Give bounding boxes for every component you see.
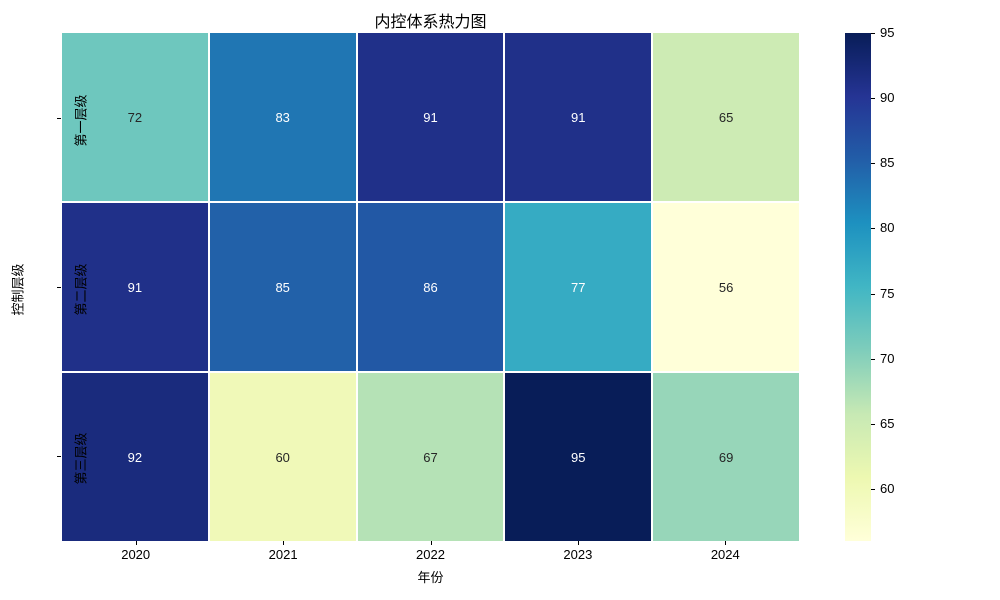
colorbar-tick-mark bbox=[871, 358, 875, 360]
cell-value: 60 bbox=[275, 449, 290, 465]
cell-value: 77 bbox=[571, 279, 586, 295]
colorbar-tick-label: 70 bbox=[880, 350, 895, 366]
cell-value: 92 bbox=[127, 449, 143, 465]
colorbar-tick-mark bbox=[871, 98, 875, 100]
heatmap-cell-第一层级-2020: 72 bbox=[62, 33, 208, 201]
heatmap-cell-第二层级-2020: 91 bbox=[62, 203, 208, 371]
heatmap-cell-第二层级-2024: 56 bbox=[653, 203, 799, 371]
heatmap-cell-第一层级-2022: 91 bbox=[357, 33, 504, 201]
colorbar-gradient bbox=[845, 33, 871, 541]
y-tick-label: 第一层级 bbox=[73, 94, 89, 147]
x-tick-mark bbox=[577, 541, 579, 545]
heatmap-cell-第二层级-2022: 86 bbox=[357, 203, 504, 371]
colorbar-tick-mark bbox=[871, 423, 875, 425]
x-tick-mark bbox=[430, 541, 432, 545]
heatmap-cell-第三层级-2023: 95 bbox=[505, 373, 652, 541]
cell-value: 91 bbox=[127, 279, 143, 295]
heatmap-cell-第一层级-2021: 83 bbox=[209, 33, 356, 201]
colorbar-tick-mark bbox=[871, 33, 875, 34]
heatmap-cell-第一层级-2024: 65 bbox=[653, 33, 799, 201]
cell-value: 83 bbox=[275, 109, 290, 125]
colorbar-tick-mark bbox=[871, 488, 875, 490]
colorbar-tick-label: 90 bbox=[880, 90, 895, 106]
cell-value: 91 bbox=[423, 109, 438, 125]
y-tick-mark bbox=[57, 456, 61, 458]
heatmap-cell-第二层级-2021: 85 bbox=[209, 203, 356, 371]
heatmap-cell-第三层级-2021: 60 bbox=[209, 373, 356, 541]
x-tick-label: 2020 bbox=[121, 547, 151, 562]
cell-value: 65 bbox=[718, 109, 734, 125]
heatmap-cell-第三层级-2024: 69 bbox=[653, 373, 799, 541]
x-tick-label: 2022 bbox=[416, 547, 445, 562]
x-tick-label: 2021 bbox=[268, 547, 298, 562]
heatmap-cell-第三层级-2020: 92 bbox=[62, 373, 208, 541]
x-axis-label: 年份 bbox=[417, 570, 444, 585]
heatmap-cell-第一层级-2023: 91 bbox=[505, 33, 652, 201]
x-tick-label: 2023 bbox=[563, 547, 593, 562]
cell-value: 86 bbox=[423, 279, 438, 295]
colorbar-tick-label: 60 bbox=[880, 480, 895, 496]
y-axis-label: 控制层级 bbox=[10, 263, 26, 316]
cell-value: 69 bbox=[718, 449, 734, 465]
x-tick-mark bbox=[725, 541, 727, 545]
x-tick-mark bbox=[283, 541, 285, 545]
chart-title: 内控体系热力图 bbox=[374, 14, 487, 31]
heatmap-grid: 72 83 91 91 65 91 85 86 77 56 92 60 67 95 69 bbox=[62, 33, 799, 541]
heatmap-cell-第三层级-2022: 67 bbox=[357, 373, 504, 541]
colorbar-tick-label: 65 bbox=[880, 415, 895, 431]
cell-value: 95 bbox=[571, 449, 586, 465]
colorbar-tick-mark bbox=[871, 228, 875, 230]
cell-value: 91 bbox=[571, 109, 586, 125]
cell-value: 56 bbox=[718, 279, 734, 295]
y-tick-mark bbox=[57, 287, 61, 288]
colorbar-tick-label: 75 bbox=[880, 285, 895, 301]
colorbar-tick-label: 95 bbox=[880, 25, 895, 40]
x-tick-mark bbox=[135, 541, 137, 545]
colorbar-tick-mark bbox=[871, 293, 875, 295]
y-tick-mark bbox=[57, 117, 61, 119]
colorbar-tick-label: 85 bbox=[880, 155, 895, 171]
x-tick-label: 2024 bbox=[710, 547, 740, 562]
cell-value: 72 bbox=[127, 109, 143, 125]
heatmap-cell-第二层级-2023: 77 bbox=[505, 203, 652, 371]
y-tick-label: 第二层级 bbox=[73, 263, 89, 316]
colorbar-tick-mark bbox=[871, 163, 875, 165]
cell-value: 85 bbox=[275, 279, 290, 295]
colorbar-tick-label: 80 bbox=[880, 220, 895, 236]
cell-value: 67 bbox=[423, 449, 438, 465]
y-tick-label: 第三层级 bbox=[73, 432, 89, 485]
